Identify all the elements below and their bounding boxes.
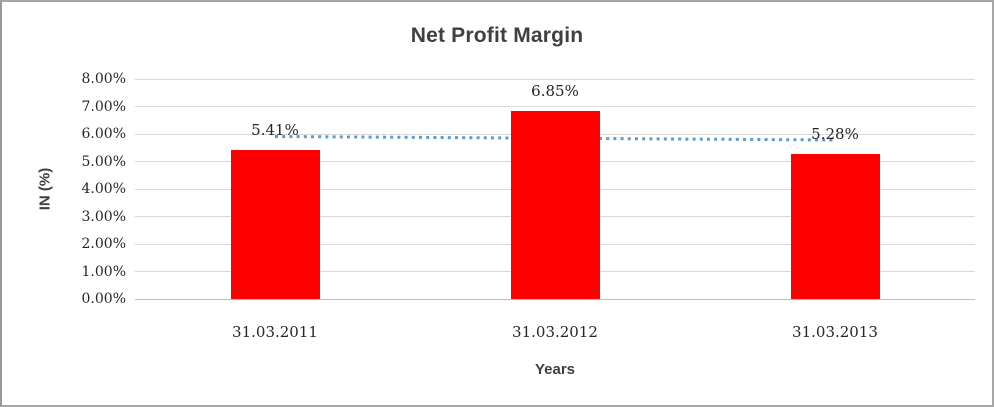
data-label: 5.41%: [251, 121, 299, 140]
y-tick-label: 0.00%: [81, 291, 126, 307]
plot-area: 5.41% 6.85% 5.28%: [135, 78, 975, 300]
x-tick-label: 31.03.2013: [792, 323, 878, 341]
y-tick-label: 1.00%: [81, 263, 126, 280]
gridline: [135, 298, 975, 300]
y-tick-label: 5.00%: [81, 153, 126, 170]
data-label: 5.28%: [811, 124, 859, 143]
bar: [510, 110, 600, 299]
x-tick-label: 31.03.2012: [512, 323, 598, 341]
x-axis-title: Years: [534, 361, 576, 378]
bar: [230, 150, 320, 299]
y-tick-label: 8.00%: [81, 71, 126, 87]
gridline: [135, 78, 975, 80]
y-tick-label: 6.00%: [81, 126, 126, 142]
y-tick-label: 2.00%: [81, 236, 126, 252]
bar: [790, 153, 880, 299]
chart-title: Net Profit Margin: [410, 24, 584, 47]
data-label: 6.85%: [531, 81, 579, 100]
y-tick-label: 3.00%: [81, 208, 126, 225]
y-tick-label: 4.00%: [81, 181, 126, 197]
gridline: [135, 106, 975, 107]
x-tick-label: 31.03.2011: [232, 323, 318, 341]
y-tick-label: 7.00%: [81, 98, 126, 115]
